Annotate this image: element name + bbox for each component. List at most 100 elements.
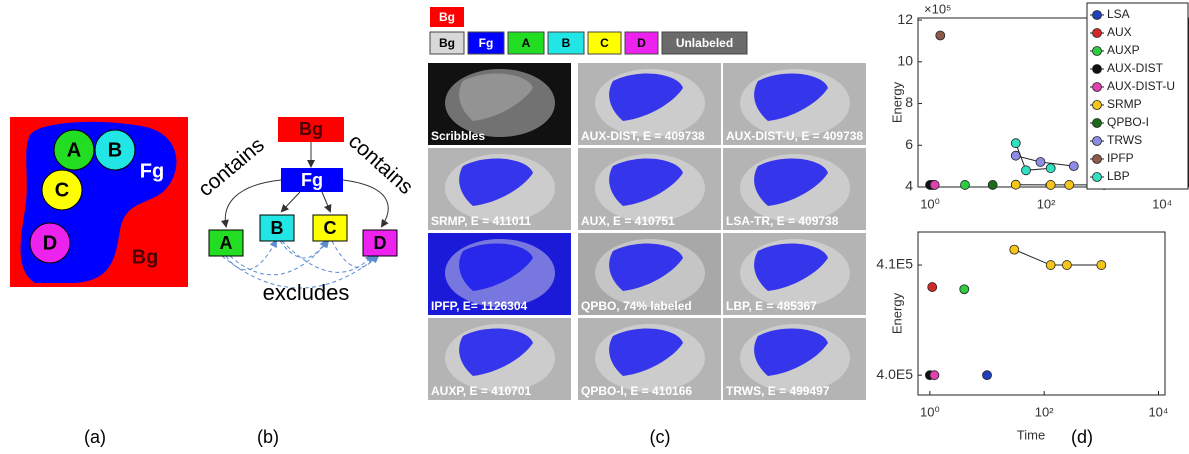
data-point [1011, 180, 1020, 189]
legend-marker [1093, 155, 1102, 164]
data-point [1046, 180, 1055, 189]
node-label: Fg [301, 170, 323, 190]
legend-label: LBP [1107, 169, 1130, 183]
image-caption: QPBO, 74% labeled [581, 299, 692, 313]
data-point [983, 371, 992, 380]
legend-marker [1093, 11, 1102, 20]
panel-caption: (a) [84, 427, 106, 447]
series-line [1014, 250, 1101, 265]
data-point [1097, 261, 1106, 270]
region-label: B [108, 139, 122, 161]
data-point [1069, 162, 1078, 171]
x-tick-label: 10⁴ [1148, 404, 1168, 419]
y-tick-label: 10 [897, 53, 913, 69]
y-tick-label: 6 [905, 136, 913, 152]
legend-label: AUX-DIST [1107, 61, 1164, 75]
y-tick-label: 4.0E5 [876, 366, 913, 382]
data-point [1065, 180, 1074, 189]
legend-label: AUX [1107, 25, 1132, 39]
y-axis-label: Energy [889, 81, 904, 123]
panel-caption: (d) [1071, 427, 1093, 447]
image-caption: TRWS, E = 499497 [726, 384, 830, 398]
data-point [1046, 261, 1055, 270]
data-point [936, 31, 945, 40]
data-point [960, 285, 969, 294]
arrow [322, 192, 330, 211]
node-label: D [374, 233, 387, 253]
data-point [1011, 139, 1020, 148]
node-label: C [324, 218, 337, 238]
y-tick-label: 8 [905, 94, 913, 110]
legend-label: Bg [439, 36, 455, 50]
legend-label: D [637, 36, 646, 50]
x-tick-label: 10⁴ [1152, 196, 1172, 211]
legend-label: B [562, 36, 571, 50]
region-label: A [67, 139, 81, 161]
x-tick-label: 10⁰ [920, 196, 940, 211]
legend-label: AUX-DIST-U [1107, 79, 1175, 93]
legend-marker [1093, 29, 1102, 38]
data-point [960, 180, 969, 189]
y-axis-label: Energy [889, 292, 904, 334]
image-caption: AUX-DIST-U, E = 409738 [726, 129, 863, 143]
axes-frame [918, 232, 1165, 395]
legend-label: Bg [439, 10, 455, 24]
data-point [1010, 245, 1019, 254]
panel-b: Bg Fg A B C D contains contains excludes [194, 117, 417, 305]
bg-label: Bg [132, 246, 159, 268]
image-caption: AUXP, E = 410701 [431, 384, 532, 398]
x-tick-label: 10² [1037, 196, 1056, 211]
figure: A B C D Fg Bg Bg Fg A B C D contains [0, 0, 1189, 454]
image-caption: LBP, E = 485367 [726, 299, 817, 313]
relation-label: contains [344, 130, 418, 199]
legend-marker [1093, 65, 1102, 74]
legend-label: TRWS [1107, 133, 1142, 147]
panel-caption: (b) [257, 427, 279, 447]
legend-label: AUXP [1107, 43, 1140, 57]
legend-label: LSA [1107, 7, 1130, 21]
legend-marker [1093, 173, 1102, 182]
y-tick-label: 4.1E5 [876, 256, 913, 272]
x-tick-label: 10⁰ [920, 404, 940, 419]
image-caption: SRMP, E = 411011 [431, 214, 532, 228]
legend-label: SRMP [1107, 97, 1142, 111]
image-caption: LSA-TR, E = 409738 [726, 214, 839, 228]
relation-label: excludes [263, 280, 350, 305]
region-label: C [55, 179, 69, 201]
legend-box [1087, 3, 1188, 189]
series-line [1016, 143, 1051, 170]
region-label: D [43, 232, 57, 254]
legend-marker [1093, 47, 1102, 56]
legend-label: QPBO-I [1107, 115, 1149, 129]
panel-d: 4 6 8 10 12 10⁰ 10² 10⁴ Energy ×10⁵ LSA AUX AUXP AUX-… [876, 1, 1189, 442]
x-tick-label: 10² [1035, 404, 1054, 419]
arrow [343, 180, 388, 226]
data-point [1036, 157, 1045, 166]
y-tick-label: 12 [897, 11, 913, 27]
y-multiplier: ×10⁵ [924, 1, 951, 16]
image-caption: AUX-DIST, E = 409738 [581, 129, 705, 143]
panel-a: A B C D Fg Bg [10, 117, 188, 287]
legend-label: IPFP [1107, 151, 1134, 165]
data-point [928, 283, 937, 292]
legend-label: Fg [479, 36, 494, 50]
x-axis-label: Time [1017, 427, 1045, 442]
legend-marker [1093, 83, 1102, 92]
relation-label: contains [194, 133, 269, 201]
legend-label: A [522, 36, 531, 50]
data-point [988, 180, 997, 189]
page: { "panel_a": {"regions": ["A", "B", "C",… [0, 0, 1189, 454]
data-point [1021, 166, 1030, 175]
arrow [282, 192, 300, 211]
image-caption: AUX, E = 410751 [581, 214, 675, 228]
data-point [930, 371, 939, 380]
y-tick-label: 4 [905, 178, 913, 194]
legend-marker [1093, 101, 1102, 110]
data-point [1046, 164, 1055, 173]
image-caption: QPBO-I, E = 410166 [581, 384, 692, 398]
node-label: B [271, 218, 284, 238]
legend-label: C [600, 36, 609, 50]
data-point [1062, 261, 1071, 270]
exclusion [280, 241, 326, 258]
